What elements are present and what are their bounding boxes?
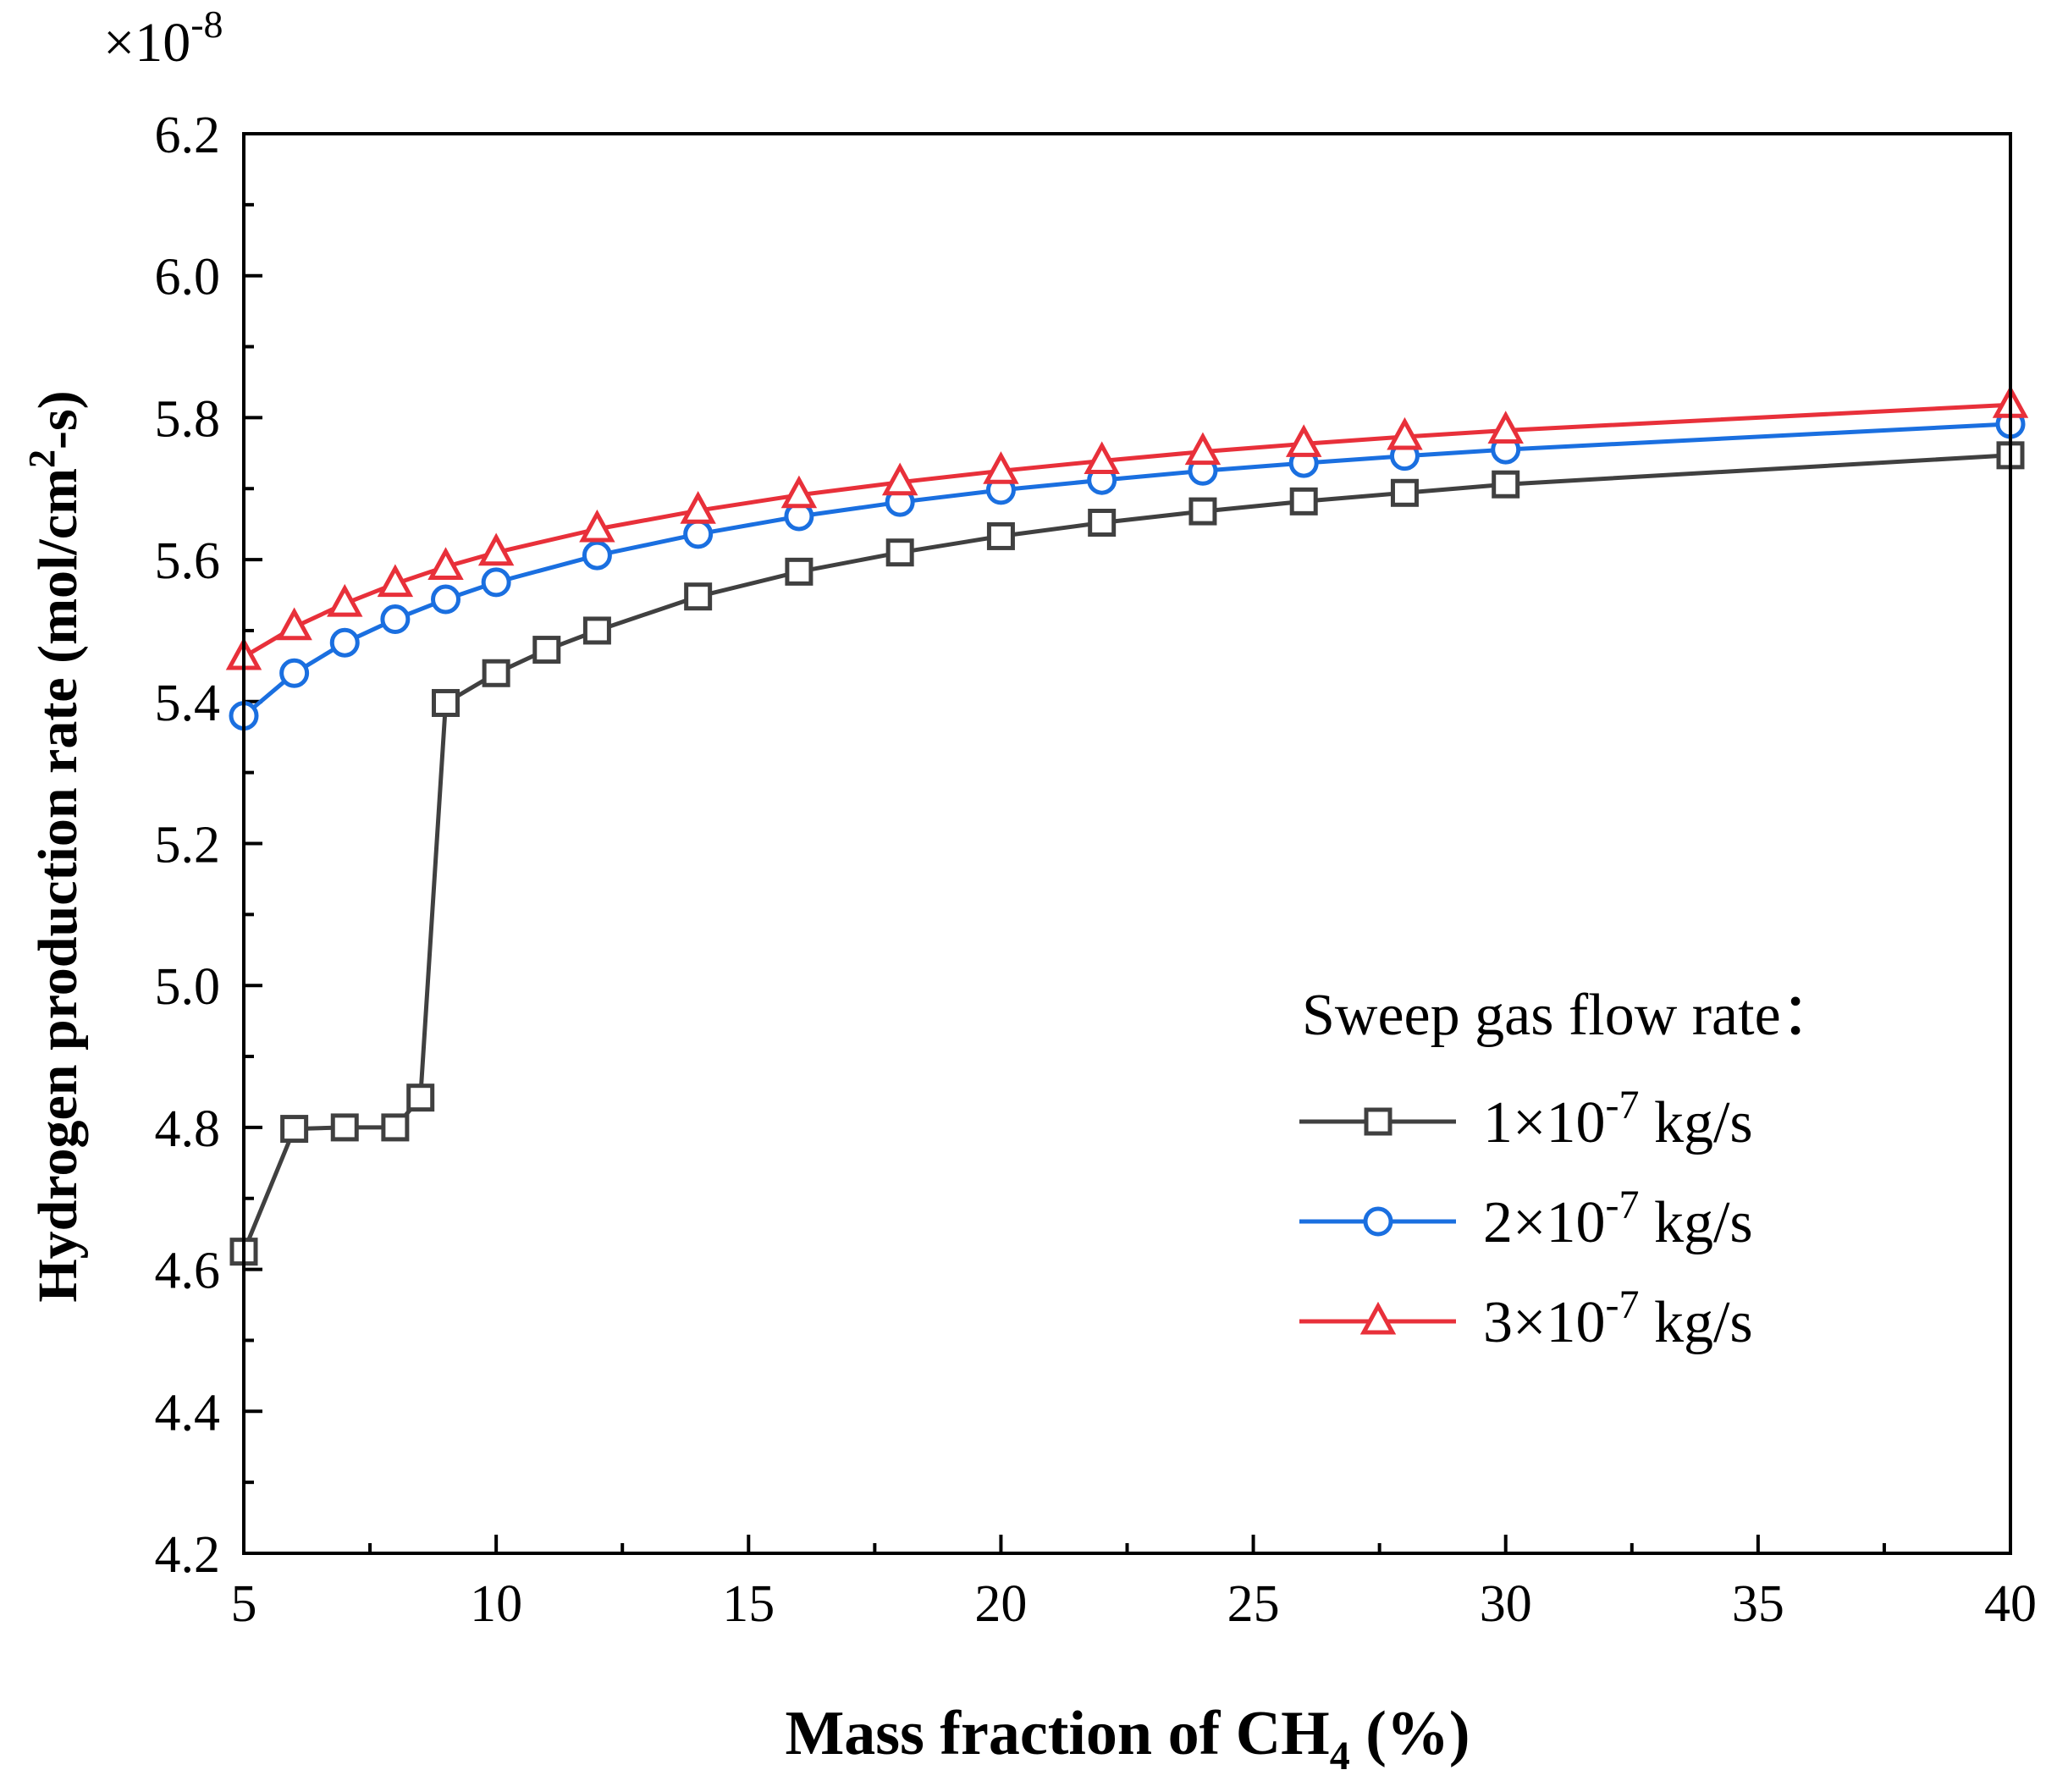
x-axis-label: Mass fraction of CH4 (%) (785, 1699, 1470, 1778)
series-1-point (1492, 470, 1520, 499)
x-tick-label: 30 (1480, 1575, 1532, 1633)
series-2-point (481, 567, 511, 598)
series-1-point (1289, 487, 1318, 516)
series-3-point (780, 475, 818, 509)
y-axis-label: Hydrogen production rate (mol/cm2-s) (21, 390, 89, 1302)
series-3-point (579, 509, 615, 543)
series-1-point (381, 1113, 410, 1142)
series-2-point (431, 584, 461, 615)
legend-title: Sweep gas flow rate： (1302, 983, 1840, 1048)
legend-entries: 1×10-7 kg/s 2×10-7 kg/s 3×10-7 kg/s (1299, 1083, 1753, 1355)
series-2-point (683, 519, 714, 549)
series-3-point (1084, 441, 1120, 475)
series-markers (225, 385, 2029, 1266)
series-1-point (885, 538, 914, 567)
series-3-point (881, 462, 918, 496)
x-axis-ticks: 5 10 15 20 25 30 35 40 (231, 1535, 2037, 1633)
legend-marker-2 (1363, 1206, 1393, 1237)
x-tick-label: 20 (974, 1575, 1027, 1633)
y-tick-label: 4.8 (155, 1100, 221, 1158)
series-1-point (1088, 508, 1117, 537)
series-2-point (329, 627, 360, 658)
series-1-point (785, 557, 813, 586)
y-tick-label: 6.2 (155, 107, 221, 164)
series-1-point (582, 616, 611, 645)
series-3-point (327, 583, 363, 617)
y-tick-label: 5.4 (155, 675, 221, 732)
series-3-point (680, 491, 716, 524)
legend-label-2: 2×10-7 kg/s (1483, 1183, 1753, 1255)
x-tick-label: 15 (722, 1575, 775, 1633)
series-2-point (380, 604, 411, 635)
series-1-point (532, 636, 561, 664)
legend-marker-3 (1359, 1301, 1397, 1335)
x-tick-label: 10 (470, 1575, 522, 1633)
x-tick-label: 35 (1732, 1575, 1784, 1633)
series-1-point (986, 521, 1015, 550)
series-3-point (1487, 411, 1524, 444)
x-tick-label: 25 (1227, 1575, 1280, 1633)
legend-marker-1 (1364, 1107, 1392, 1136)
y-tick-label: 4.6 (155, 1243, 221, 1300)
legend: Sweep gas flow rate： 1×10-7 kg/s 2×10-7 k… (1299, 983, 1840, 1355)
y-tick-label: 4.4 (155, 1384, 221, 1442)
series-1-point (406, 1083, 435, 1112)
series-1-point (482, 659, 510, 687)
series-3-point (276, 607, 312, 641)
x-tick-label: 40 (1984, 1575, 2037, 1633)
series-1-point (330, 1113, 359, 1142)
y-axis-multiplier: ×10-8 (103, 3, 223, 74)
series-3-point (427, 547, 464, 580)
legend-label-1: 1×10-7 kg/s (1483, 1083, 1753, 1155)
series-1-point (1390, 478, 1419, 507)
series-3-point (1387, 416, 1423, 450)
plot-frame (242, 132, 2012, 1555)
x-tick-label: 5 (231, 1575, 257, 1633)
y-axis-ticks: 4.2 4.4 4.6 4.8 5.0 5.2 5.4 5.6 5.8 6.0 6.2 (155, 107, 262, 1584)
series-1-point (280, 1115, 309, 1144)
series-2-point (582, 540, 612, 571)
y-tick-label: 4.2 (155, 1526, 221, 1584)
series-1-point (684, 582, 713, 611)
y-tick-label: 5.8 (155, 390, 221, 448)
legend-label-3: 3×10-7 kg/s (1483, 1282, 1753, 1355)
y-tick-label: 5.6 (155, 532, 221, 590)
series-3-point (983, 451, 1019, 484)
y-tick-label: 5.0 (155, 958, 221, 1016)
y-tick-label: 5.2 (155, 817, 221, 874)
series-1-point (432, 688, 460, 717)
series-1-point (1188, 497, 1217, 526)
series-2-point (279, 658, 310, 688)
y-tick-label: 6.0 (155, 249, 221, 306)
series-3-point (477, 532, 515, 566)
series-3-point (1285, 424, 1322, 457)
series-3-point (377, 564, 414, 598)
series-3-point (1184, 432, 1222, 466)
